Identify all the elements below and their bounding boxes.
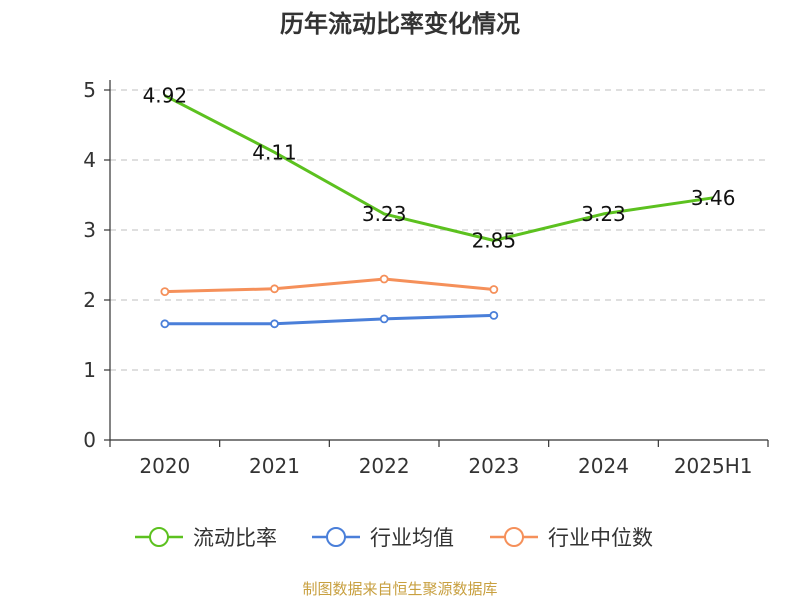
series-流动比率 bbox=[164, 94, 714, 242]
series-行业中位数 bbox=[160, 274, 499, 297]
x-tick-label: 2023 bbox=[468, 454, 519, 478]
grid-lines bbox=[110, 89, 768, 371]
data-label: 3.46 bbox=[691, 186, 736, 210]
x-tick-label: 2022 bbox=[359, 454, 410, 478]
data-point bbox=[489, 310, 499, 320]
data-point bbox=[270, 319, 279, 329]
legend-label: 流动比率 bbox=[193, 526, 277, 550]
series-line bbox=[164, 313, 494, 326]
y-tick-label: 1 bbox=[83, 358, 96, 382]
legend-label: 行业均值 bbox=[370, 526, 454, 550]
legend-marker bbox=[326, 527, 346, 547]
legend-item-流动比率[interactable]: 流动比率 bbox=[135, 526, 277, 550]
y-tick-label: 3 bbox=[83, 218, 96, 242]
data-label: 3.23 bbox=[362, 202, 407, 226]
data-point bbox=[270, 284, 279, 294]
x-tick-label: 2024 bbox=[578, 454, 629, 478]
data-point bbox=[379, 314, 389, 324]
y-tick-label: 4 bbox=[83, 148, 96, 172]
legend-marker bbox=[149, 527, 169, 547]
data-label: 2.85 bbox=[472, 229, 517, 253]
legend[interactable]: 流动比率 行业均值 行业中位数 bbox=[135, 526, 653, 550]
legend-marker bbox=[504, 527, 524, 547]
data-point bbox=[160, 319, 170, 329]
legend-item-行业中位数[interactable]: 行业中位数 bbox=[490, 526, 653, 550]
series-line bbox=[164, 94, 714, 242]
series-lines bbox=[160, 94, 714, 329]
data-label: 4.11 bbox=[252, 140, 297, 164]
x-tick-label: 2025H1 bbox=[674, 454, 753, 478]
series-line bbox=[164, 277, 494, 294]
y-tick-label: 2 bbox=[83, 288, 96, 312]
series-行业均值 bbox=[160, 310, 499, 329]
data-labels: 4.92 4.11 3.23 2.85 3.23 3.46 bbox=[143, 84, 736, 253]
data-label: 3.23 bbox=[581, 202, 626, 226]
x-tick-label: 2020 bbox=[139, 454, 190, 478]
chart-title: 历年流动比率变化情况 bbox=[280, 10, 520, 38]
legend-label: 行业中位数 bbox=[548, 526, 653, 550]
y-tick-label: 5 bbox=[83, 78, 96, 102]
data-point bbox=[489, 285, 499, 294]
y-tick-label: 0 bbox=[83, 428, 96, 452]
data-label: 4.92 bbox=[143, 84, 188, 108]
source-note: 制图数据来自恒生聚源数据库 bbox=[302, 580, 498, 598]
data-point bbox=[379, 274, 389, 284]
legend-item-行业均值[interactable]: 行业均值 bbox=[312, 526, 454, 550]
axes: 0 1 2 3 4 5 2020 2021 2022 2023 2024 2025H1 bbox=[83, 78, 769, 478]
data-point bbox=[160, 287, 170, 297]
x-tick-label: 2021 bbox=[249, 454, 300, 478]
